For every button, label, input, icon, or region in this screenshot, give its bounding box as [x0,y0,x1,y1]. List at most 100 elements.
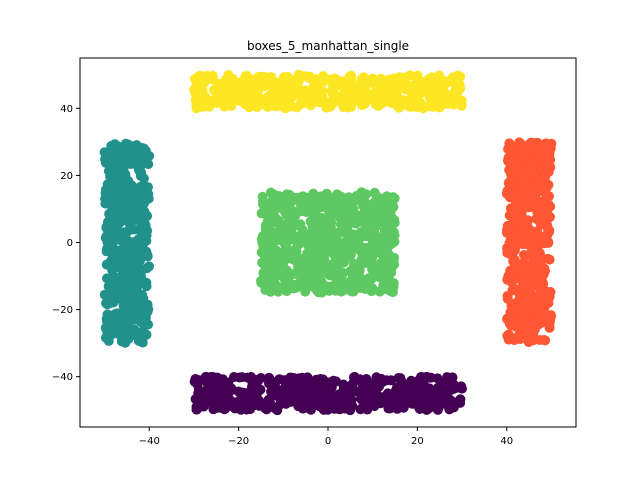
data-point [383,241,394,252]
data-point [285,396,296,407]
data-point [142,250,153,261]
data-point [519,249,530,260]
data-point [362,275,373,286]
data-point [343,102,354,113]
data-point [104,208,115,219]
y-tick-label: 20 [60,171,73,182]
data-point [191,75,202,86]
data-point [272,228,283,239]
data-point [319,197,330,208]
data-point [122,318,133,329]
data-point [323,377,334,388]
data-point [136,167,147,178]
data-point [511,333,522,344]
data-point [539,231,550,242]
data-point [364,224,375,235]
data-point [211,391,222,402]
data-point [115,279,126,290]
data-point [105,171,116,182]
data-point [358,89,369,100]
data-point [388,227,399,238]
cluster-1 [99,138,155,348]
data-point [307,250,318,261]
data-point [331,233,342,244]
data-point [336,272,347,283]
data-point [390,79,401,90]
data-point [340,244,351,255]
x-tick-label: 40 [500,436,513,447]
data-point [371,216,382,227]
data-point [231,79,242,90]
data-point [120,290,131,301]
data-point [305,379,316,390]
data-point [100,198,111,209]
data-point [130,203,141,214]
data-point [524,328,535,339]
data-point [544,148,555,159]
data-point [322,102,333,113]
data-point [125,275,136,286]
data-point [502,274,513,285]
data-point [369,187,380,198]
data-point [228,372,239,383]
data-point [141,230,152,241]
data-point [112,141,123,152]
data-point [276,99,287,110]
data-point [445,395,456,406]
data-point [504,164,515,175]
data-point [347,378,358,389]
data-point [371,374,382,385]
data-point [301,71,312,82]
data-point [261,93,272,104]
data-point [334,397,345,408]
data-point [514,137,525,148]
data-point [537,307,548,317]
data-point [521,262,532,273]
data-point [265,72,276,83]
data-point [144,261,154,272]
data-point [240,99,251,110]
data-point [256,234,267,245]
data-point [326,394,337,405]
data-point [283,77,294,88]
data-point [506,190,517,200]
data-point [339,225,350,236]
data-point [543,161,553,172]
data-point [192,379,203,390]
data-point [118,175,129,186]
data-point [286,92,297,103]
data-point [311,269,322,280]
data-point [387,280,398,291]
data-point [519,308,530,319]
data-point [264,399,274,410]
data-point [366,286,377,297]
data-point [528,277,539,288]
data-point [542,253,553,264]
data-point [334,389,345,400]
data-point [114,211,125,222]
data-point [520,320,531,331]
data-point [457,383,468,394]
data-point [118,227,129,238]
data-point [370,261,381,272]
data-point [358,72,369,83]
data-point [250,374,261,385]
data-point [347,82,358,93]
data-point [116,151,127,162]
data-point [212,402,223,413]
data-point [139,209,150,220]
data-point [281,286,292,297]
data-point [106,216,117,227]
data-point [139,196,150,207]
data-point [424,74,435,85]
data-point [116,336,127,347]
data-point [284,228,295,239]
y-tick-label: −20 [52,305,73,316]
data-point [124,263,135,274]
data-point [331,77,342,88]
data-point [378,280,389,291]
data-point [374,272,385,283]
cluster-2 [256,187,400,298]
x-axis: −40 −20 0 20 40 [139,427,513,447]
